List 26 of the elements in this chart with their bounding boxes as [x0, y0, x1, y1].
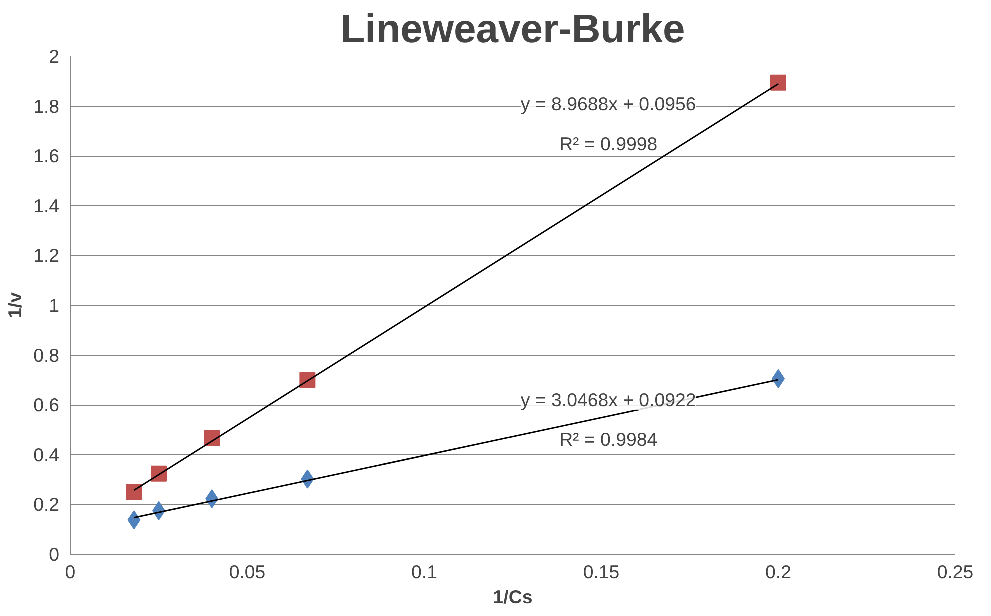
- x-tick-label: 0.15: [583, 562, 620, 582]
- y-tick-label: 1.6: [34, 146, 60, 167]
- y-tick-label: 1.4: [34, 195, 60, 216]
- chart-title: Lineweaver-Burke: [340, 8, 686, 52]
- y-tick-label: 2: [49, 46, 60, 67]
- y-tick-label: 0: [49, 544, 60, 565]
- y-tick-label: 0.4: [34, 444, 60, 466]
- y-tick-label: 1.2: [34, 245, 60, 266]
- y-tick-label: 0.6: [34, 394, 60, 416]
- x-axis-title: 1/Cs: [493, 586, 533, 608]
- annotation: y = 8.9688x + 0.0956: [520, 94, 696, 115]
- x-tick-label: 0: [65, 562, 76, 582]
- x-tick-label: 0.25: [937, 562, 974, 582]
- x-tick-label: 0.2: [766, 562, 792, 582]
- x-tick-label: 0.1: [412, 562, 438, 582]
- annotation: y = 3.0468x + 0.0922: [520, 389, 696, 410]
- y-tick-label: 1.8: [34, 96, 60, 117]
- annotation: R² = 0.9984: [560, 429, 658, 450]
- y-tick-label: 1: [49, 295, 60, 316]
- y-tick-label: 0.8: [34, 344, 60, 366]
- y-axis-title: 1/v: [4, 292, 26, 318]
- y-tick-label: 0.2: [34, 494, 60, 516]
- point: [126, 484, 142, 500]
- point: [770, 74, 786, 91]
- x-tick-label: 0.05: [229, 562, 266, 582]
- annotation: R² = 0.9998: [560, 133, 658, 154]
